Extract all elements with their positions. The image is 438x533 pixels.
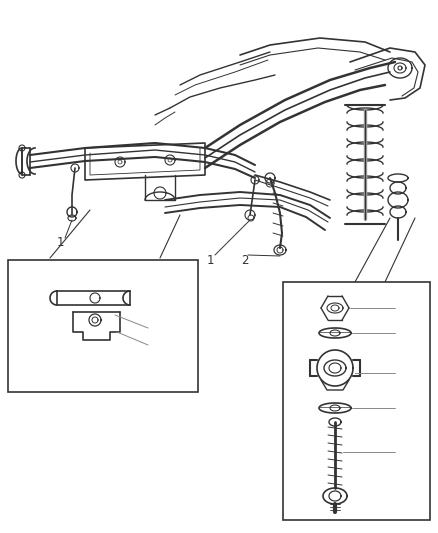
Text: 5: 5	[398, 303, 405, 313]
Text: 1: 1	[56, 237, 64, 249]
Text: 6: 6	[398, 328, 405, 338]
Text: 6: 6	[398, 403, 405, 413]
Bar	[283, 282, 430, 520]
Bar	[8, 260, 198, 392]
Text: 4: 4	[150, 340, 157, 350]
Text: 3: 3	[150, 323, 157, 333]
Text: 8: 8	[398, 447, 405, 457]
Text: 2: 2	[241, 254, 249, 266]
Text: 7: 7	[398, 368, 405, 378]
Text: 1: 1	[206, 254, 214, 266]
